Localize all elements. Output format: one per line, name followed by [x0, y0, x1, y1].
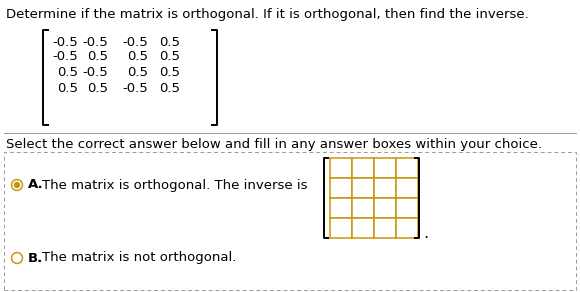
Bar: [396, 198, 418, 218]
Text: 0.5: 0.5: [57, 67, 78, 79]
Bar: [330, 198, 352, 218]
Text: -0.5: -0.5: [122, 83, 148, 95]
Bar: [374, 218, 396, 238]
Text: 0.5: 0.5: [57, 83, 78, 95]
Bar: [396, 178, 418, 198]
Bar: [352, 158, 374, 178]
Bar: [396, 218, 418, 238]
Text: A.: A.: [28, 178, 44, 192]
Text: 0.5: 0.5: [127, 67, 148, 79]
Text: 0.5: 0.5: [159, 36, 180, 48]
Text: 0.5: 0.5: [87, 83, 108, 95]
Text: 0.5: 0.5: [159, 51, 180, 63]
Text: Select the correct answer below and fill in any answer boxes within your choice.: Select the correct answer below and fill…: [6, 138, 542, 151]
Text: -0.5: -0.5: [52, 51, 78, 63]
Text: B.: B.: [28, 251, 44, 265]
Text: The matrix is not orthogonal.: The matrix is not orthogonal.: [42, 251, 237, 265]
Bar: [374, 158, 396, 178]
Circle shape: [14, 182, 20, 187]
Bar: [352, 218, 374, 238]
Bar: [330, 218, 352, 238]
Text: 0.5: 0.5: [159, 83, 180, 95]
Text: -0.5: -0.5: [82, 36, 108, 48]
Circle shape: [13, 181, 21, 189]
Circle shape: [12, 253, 23, 263]
Text: -0.5: -0.5: [82, 67, 108, 79]
Text: 0.5: 0.5: [159, 67, 180, 79]
Bar: [396, 158, 418, 178]
Bar: [374, 178, 396, 198]
Circle shape: [13, 254, 21, 262]
Circle shape: [12, 180, 23, 190]
Text: The matrix is orthogonal. The inverse is: The matrix is orthogonal. The inverse is: [42, 178, 307, 192]
Text: -0.5: -0.5: [122, 36, 148, 48]
Bar: [374, 198, 396, 218]
Text: .: .: [423, 227, 428, 241]
Bar: [330, 178, 352, 198]
Bar: [4, 152, 576, 290]
Text: 0.5: 0.5: [87, 51, 108, 63]
Text: -0.5: -0.5: [52, 36, 78, 48]
Bar: [352, 178, 374, 198]
Bar: [330, 158, 352, 178]
Text: Determine if the matrix is orthogonal. If it is orthogonal, then find the invers: Determine if the matrix is orthogonal. I…: [6, 8, 529, 21]
Bar: [352, 198, 374, 218]
Text: 0.5: 0.5: [127, 51, 148, 63]
